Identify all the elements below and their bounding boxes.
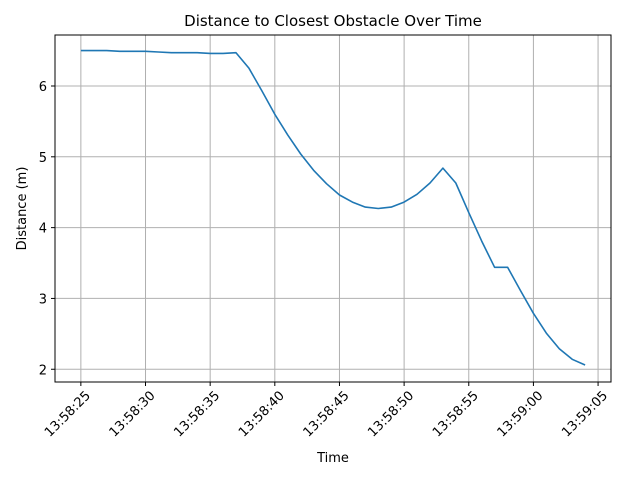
plot-frame: [54, 34, 612, 383]
distance-series-line: [80, 49, 586, 366]
y-axis-label: Distance (m): [15, 167, 30, 251]
y-tick-label: 2: [39, 363, 47, 378]
chart-title: Distance to Closest Obstacle Over Time: [184, 12, 482, 30]
y-tick-label: 6: [39, 80, 47, 95]
y-tick-label: 4: [39, 222, 47, 237]
grid: [55, 35, 611, 382]
y-tick-label: 3: [39, 292, 47, 307]
y-tick-label: 5: [39, 151, 47, 166]
y-axis: 2 3 4 5 6: [39, 80, 55, 378]
x-axis-label: Time: [316, 451, 349, 466]
